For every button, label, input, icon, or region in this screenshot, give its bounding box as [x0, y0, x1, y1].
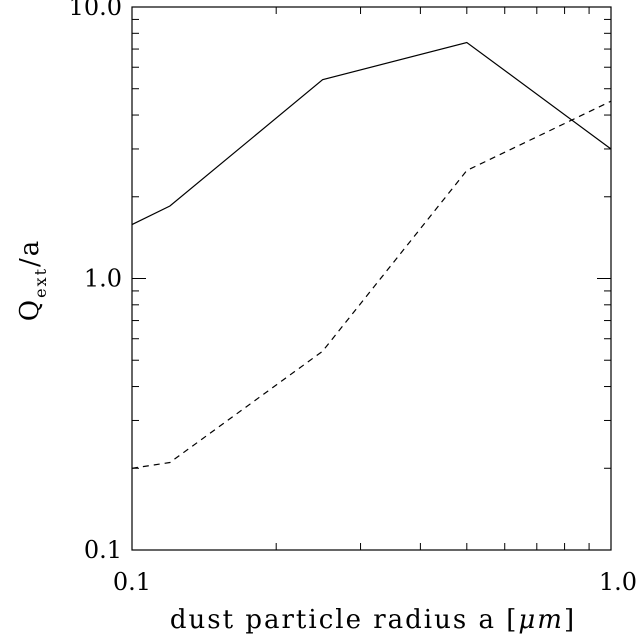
y-tick-label-1: 1.0: [84, 265, 122, 293]
tick-labels-layer: 0.1 1.0 10.0 0.1 1.0: [69, 0, 637, 596]
plot-frame: [131, 6, 612, 551]
series-line-dashed: [131, 100, 612, 469]
y-tick-label-0: 0.1: [84, 536, 122, 564]
x-axis-title: dust particle radius a [μm]: [170, 605, 576, 635]
ticks-layer: [131, 6, 612, 551]
y-tick-label-2: 10.0: [69, 0, 122, 21]
plot-area: [131, 6, 612, 551]
series-layer: [131, 41, 612, 469]
x-tick-label-0: 0.1: [113, 568, 151, 596]
y-axis-title: Qext/a: [15, 239, 50, 322]
x-tick-label-1: 1.0: [599, 568, 637, 596]
series-line-solid: [131, 41, 612, 226]
